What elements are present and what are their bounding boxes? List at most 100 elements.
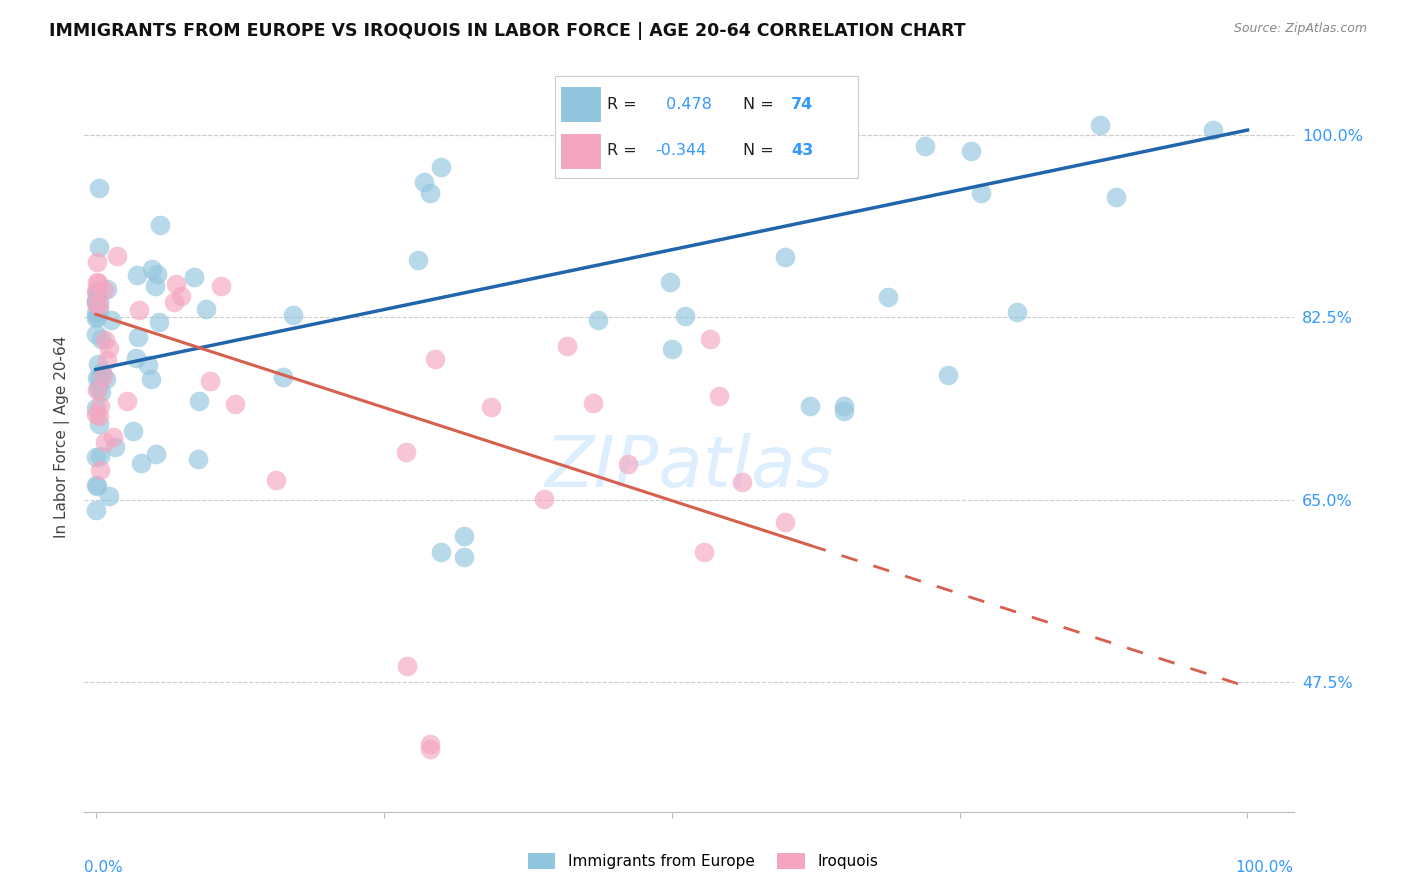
Point [127, 330, 149, 344]
Point [453, 529, 475, 543]
Point [94, 333, 117, 347]
Point [90, 384, 112, 399]
Point [86, 276, 108, 290]
Point [86, 327, 108, 342]
Point [86, 383, 108, 397]
Point [90, 332, 112, 346]
Point [693, 544, 716, 558]
Point [145, 447, 167, 461]
Point [479, 400, 502, 414]
Point [186, 452, 208, 467]
Point [617, 457, 640, 471]
Point [86, 310, 108, 324]
Point [283, 308, 305, 322]
Point [84, 296, 107, 310]
Point [264, 473, 287, 487]
Point [659, 275, 682, 289]
Point [89, 399, 111, 413]
Point [87, 181, 110, 195]
Point [96, 282, 118, 296]
Point [423, 352, 446, 367]
Point [419, 737, 441, 751]
Point [128, 303, 150, 318]
Point [96, 353, 118, 368]
Point [970, 186, 993, 200]
Point [125, 351, 148, 365]
Text: 74: 74 [792, 97, 814, 112]
Point [89, 417, 111, 431]
Point [129, 456, 152, 470]
Point [187, 393, 209, 408]
Point [93, 283, 115, 297]
Point [141, 261, 163, 276]
Point [149, 218, 172, 232]
Point [97, 489, 120, 503]
Point [183, 270, 205, 285]
Point [533, 491, 555, 506]
Point [1088, 118, 1111, 132]
Point [84, 450, 107, 465]
Point [430, 544, 453, 558]
Point [195, 301, 218, 316]
Point [699, 332, 721, 346]
Point [86, 275, 108, 289]
Point [413, 175, 436, 189]
Point [84, 294, 107, 309]
Point [117, 394, 139, 409]
Point [87, 409, 110, 423]
Point [707, 389, 730, 403]
Point [200, 374, 222, 388]
Point [100, 313, 122, 327]
Text: 100.0%: 100.0% [1236, 861, 1294, 875]
Point [146, 267, 169, 281]
Point [91, 369, 114, 384]
Point [87, 240, 110, 254]
Point [586, 313, 609, 327]
Point [914, 138, 936, 153]
Point [84, 306, 107, 320]
Point [166, 277, 188, 291]
Point [86, 255, 108, 269]
Point [90, 365, 112, 379]
Point [125, 268, 148, 282]
Point [139, 372, 162, 386]
Text: Source: ZipAtlas.com: Source: ZipAtlas.com [1233, 22, 1367, 36]
Point [89, 304, 111, 318]
Point [775, 250, 797, 264]
Point [162, 294, 184, 309]
Point [143, 278, 166, 293]
Point [86, 371, 108, 385]
Point [673, 309, 696, 323]
Point [96, 372, 118, 386]
Point [1105, 190, 1128, 204]
Text: N =: N = [742, 97, 773, 112]
Point [98, 341, 121, 355]
Point [834, 404, 856, 418]
Point [209, 279, 232, 293]
Text: R =: R = [607, 97, 637, 112]
Point [84, 477, 107, 491]
Point [773, 515, 796, 529]
Point [89, 294, 111, 309]
Point [103, 430, 125, 444]
Point [582, 396, 605, 410]
Point [408, 253, 430, 268]
Point [395, 445, 418, 459]
Point [877, 290, 900, 304]
Point [799, 399, 821, 413]
Point [731, 475, 754, 490]
FancyBboxPatch shape [561, 87, 600, 122]
Point [84, 401, 107, 415]
Point [86, 479, 108, 493]
Point [94, 435, 117, 450]
Point [419, 186, 441, 200]
Point [86, 407, 108, 421]
Point [84, 284, 107, 298]
Point [555, 338, 578, 352]
Point [89, 370, 111, 384]
Point [89, 463, 111, 477]
Text: 0.0%: 0.0% [84, 861, 124, 875]
Point [87, 299, 110, 313]
Point [170, 289, 193, 303]
Point [84, 293, 107, 307]
